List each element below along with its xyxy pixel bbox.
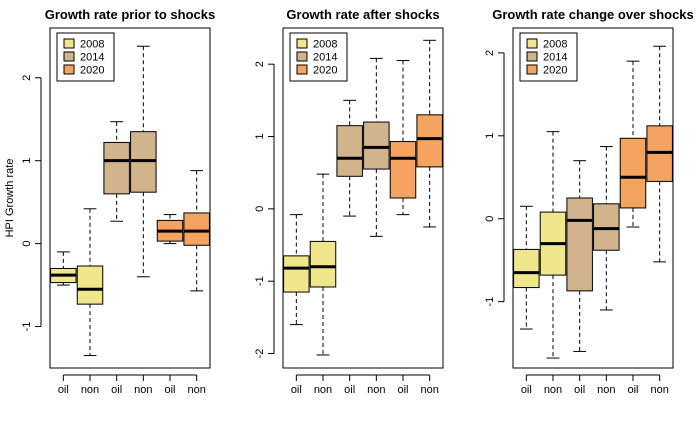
box-body — [363, 121, 390, 170]
y-tick-label: -2 — [254, 349, 266, 359]
legend-swatch-2008 — [296, 38, 308, 49]
box-body — [416, 114, 443, 168]
y-tick-label: -1 — [21, 322, 33, 332]
x-tick-label: oil — [344, 384, 355, 396]
box-body — [283, 255, 310, 293]
y-tick-label: -1 — [254, 276, 266, 286]
chart-title: Growth rate change over shocks — [492, 7, 694, 22]
x-tick-label: non — [544, 384, 562, 396]
box-2020-oil — [619, 60, 647, 228]
x-tick-label: non — [134, 384, 152, 396]
x-tick-label: non — [367, 384, 385, 396]
box-2014-non — [130, 45, 157, 278]
x-tick-label: oil — [291, 384, 302, 396]
chart-title: Growth rate after shocks — [286, 7, 439, 22]
legend-label-2008: 2008 — [543, 39, 567, 51]
y-tick-label: 0 — [254, 206, 266, 212]
plot-frame — [49, 27, 211, 369]
x-tick-label: non — [81, 384, 99, 396]
box-body — [183, 212, 210, 246]
x-tick-label: oil — [397, 384, 408, 396]
y-tick-label: 2 — [254, 61, 266, 67]
box-2020-non — [646, 45, 673, 263]
box-body — [619, 137, 647, 209]
box-body — [309, 240, 337, 288]
box-2008-oil — [50, 251, 77, 286]
legend-swatch-2020 — [296, 64, 308, 75]
box-2014-oil — [103, 121, 130, 222]
legend-swatch-2020 — [526, 64, 538, 75]
x-tick-label: non — [420, 384, 438, 396]
chart-panel-1: Growth rate prior to shocks HPI Growth ra… — [4, 7, 215, 396]
legend-swatch-2014 — [63, 51, 75, 62]
legend-label-2014: 2014 — [543, 52, 567, 64]
box-2008-non — [309, 173, 337, 356]
box-body — [336, 125, 363, 177]
plot-frame — [282, 27, 444, 369]
x-tick-label: non — [650, 384, 668, 396]
legend-label-2014: 2014 — [313, 52, 337, 64]
y-tick-label: 2 — [21, 75, 33, 81]
chart-panel-3: Growth rate change over shocks -1 0 1 2 oil no… — [484, 7, 694, 396]
legend-swatch-2014 — [296, 51, 308, 62]
box-2008-oil — [283, 214, 310, 326]
x-tick-label: non — [187, 384, 205, 396]
x-tick-label: oil — [58, 384, 69, 396]
box-2020-non — [183, 170, 210, 292]
x-tick-label: oil — [111, 384, 122, 396]
x-tick-label: oil — [627, 384, 638, 396]
legend-swatch-2020 — [63, 64, 75, 75]
box-2008-non — [539, 131, 567, 359]
box-2008-oil — [513, 205, 540, 330]
chart-panel-2: Growth rate after shocks -2 -1 0 1 2 oil non oil… — [254, 7, 444, 396]
legend-label-2014: 2014 — [80, 52, 104, 64]
legend-label-2020: 2020 — [80, 65, 104, 77]
box-2020-non — [416, 39, 443, 228]
legend-label-2008: 2008 — [313, 39, 337, 51]
box-body — [513, 248, 540, 289]
legend-label-2008: 2008 — [80, 39, 104, 51]
y-tick-label: 0 — [21, 241, 33, 247]
box-2014-non — [593, 146, 620, 311]
y-tick-label: 0 — [484, 216, 496, 222]
x-tick-label: non — [314, 384, 332, 396]
y-tick-label: 2 — [484, 50, 496, 56]
box-body — [566, 197, 593, 292]
plot-frame — [512, 27, 674, 369]
box-body — [593, 203, 620, 251]
box-body — [76, 265, 104, 305]
chart-title: Growth rate prior to shocks — [45, 7, 215, 22]
y-tick-label: 1 — [21, 158, 33, 164]
y-axis-label: HPI Growth rate — [4, 159, 16, 238]
y-tick-label: 1 — [484, 133, 496, 139]
box-body — [389, 141, 417, 199]
x-tick-label: oil — [164, 384, 175, 396]
legend-label-2020: 2020 — [313, 65, 337, 77]
box-2014-non — [363, 57, 390, 237]
y-tick-label: 1 — [254, 133, 266, 139]
box-2008-non — [76, 208, 104, 357]
legend-swatch-2008 — [526, 38, 538, 49]
y-tick-label: -1 — [484, 297, 496, 307]
legend-swatch-2008 — [63, 38, 75, 49]
box-2014-oil — [566, 160, 593, 352]
legend-label-2020: 2020 — [543, 65, 567, 77]
box-2014-oil — [336, 99, 363, 217]
x-tick-label: oil — [521, 384, 532, 396]
box-2020-oil — [389, 60, 417, 216]
box-2020-oil — [156, 214, 184, 245]
x-tick-label: non — [597, 384, 615, 396]
box-body — [103, 141, 130, 195]
x-tick-label: oil — [574, 384, 585, 396]
legend-swatch-2014 — [526, 51, 538, 62]
